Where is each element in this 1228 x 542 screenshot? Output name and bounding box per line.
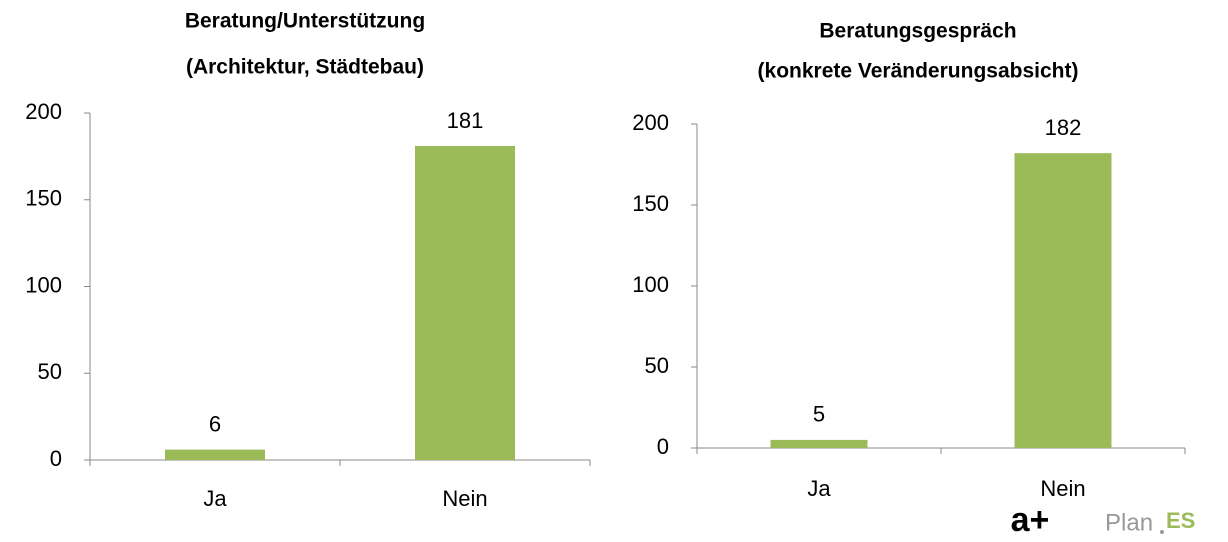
logo-a-plus: a+: [1011, 501, 1050, 539]
chart-title: (konkrete Veränderungsabsicht): [758, 60, 1079, 83]
y-tick-label: 0: [657, 434, 669, 459]
y-tick-label: 0: [50, 446, 62, 471]
y-tick-label: 200: [25, 99, 62, 124]
logo-plan: Plan: [1105, 509, 1153, 536]
y-tick-label: 150: [25, 186, 62, 211]
chart-title: Beratungsgespräch: [819, 20, 1016, 43]
bar: [165, 449, 265, 460]
data-label: 181: [447, 108, 484, 133]
data-label: 5: [813, 402, 825, 427]
data-label: 182: [1045, 115, 1082, 140]
logo-es: ES: [1166, 508, 1195, 533]
x-tick-label: Ja: [807, 476, 831, 501]
y-tick-label: 100: [25, 272, 62, 297]
bar: [415, 145, 515, 460]
x-tick-label: Nein: [1040, 476, 1085, 501]
bar: [770, 439, 868, 448]
x-tick-label: Ja: [203, 486, 227, 511]
y-tick-label: 50: [38, 359, 62, 384]
chart-title: (Architektur, Städtebau): [186, 56, 424, 79]
y-tick-label: 150: [632, 191, 669, 216]
x-tick-label: Nein: [442, 486, 487, 511]
bar: [1014, 153, 1112, 448]
chart-title: Beratung/Unterstützung: [185, 10, 425, 33]
y-tick-label: 100: [632, 272, 669, 297]
data-label: 6: [209, 411, 221, 436]
logo-dot: [1160, 530, 1164, 534]
y-tick-label: 50: [645, 353, 669, 378]
y-tick-label: 200: [632, 110, 669, 135]
